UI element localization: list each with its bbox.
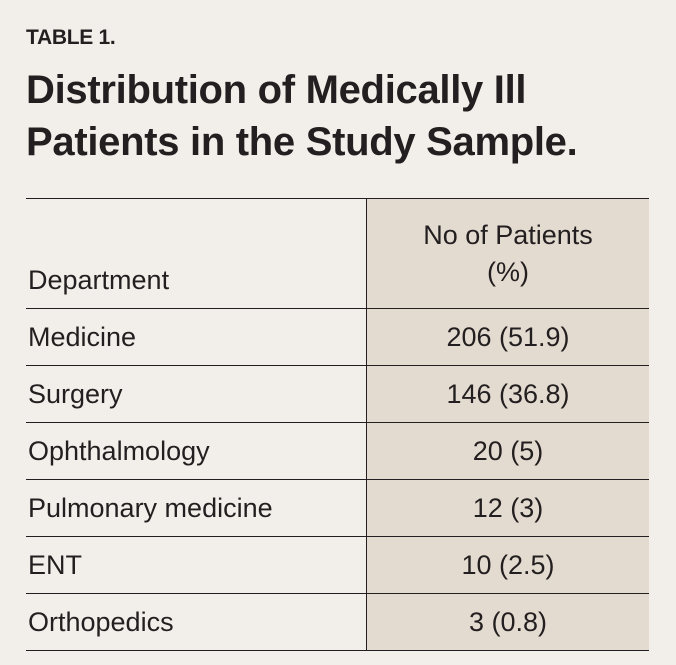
- table-row: Pulmonary medicine 12 (3): [26, 479, 649, 537]
- table-row: Ophthalmology 20 (5): [26, 422, 649, 480]
- distribution-table: Department No of Patients (%) Medicine 2…: [26, 198, 649, 651]
- patients-cell: 206 (51.9): [366, 308, 649, 366]
- table-row: Orthopedics 3 (0.8): [26, 593, 649, 651]
- table-header-row: Department No of Patients (%): [26, 198, 649, 309]
- table-title: Distribution of Medically Ill Patients i…: [26, 68, 578, 164]
- patients-cell: 20 (5): [366, 422, 649, 480]
- department-cell: Pulmonary medicine: [26, 479, 367, 537]
- department-column-header: Department: [26, 198, 367, 309]
- patients-cell: 12 (3): [366, 479, 649, 537]
- table-row: Surgery 146 (36.8): [26, 365, 649, 423]
- department-cell: Ophthalmology: [26, 422, 367, 480]
- patients-column-header: No of Patients (%): [366, 198, 649, 309]
- table-label: TABLE 1.: [26, 26, 116, 49]
- table-row: Medicine 206 (51.9): [26, 308, 649, 366]
- department-cell: Medicine: [26, 308, 367, 366]
- patients-header-line2: (%): [487, 256, 529, 287]
- department-cell: ENT: [26, 536, 367, 594]
- patients-header-line1: No of Patients: [423, 219, 593, 250]
- table-row: ENT 10 (2.5): [26, 536, 649, 594]
- patients-cell: 10 (2.5): [366, 536, 649, 594]
- department-cell: Orthopedics: [26, 593, 367, 651]
- department-cell: Surgery: [26, 365, 367, 423]
- patients-cell: 146 (36.8): [366, 365, 649, 423]
- patients-cell: 3 (0.8): [366, 593, 649, 651]
